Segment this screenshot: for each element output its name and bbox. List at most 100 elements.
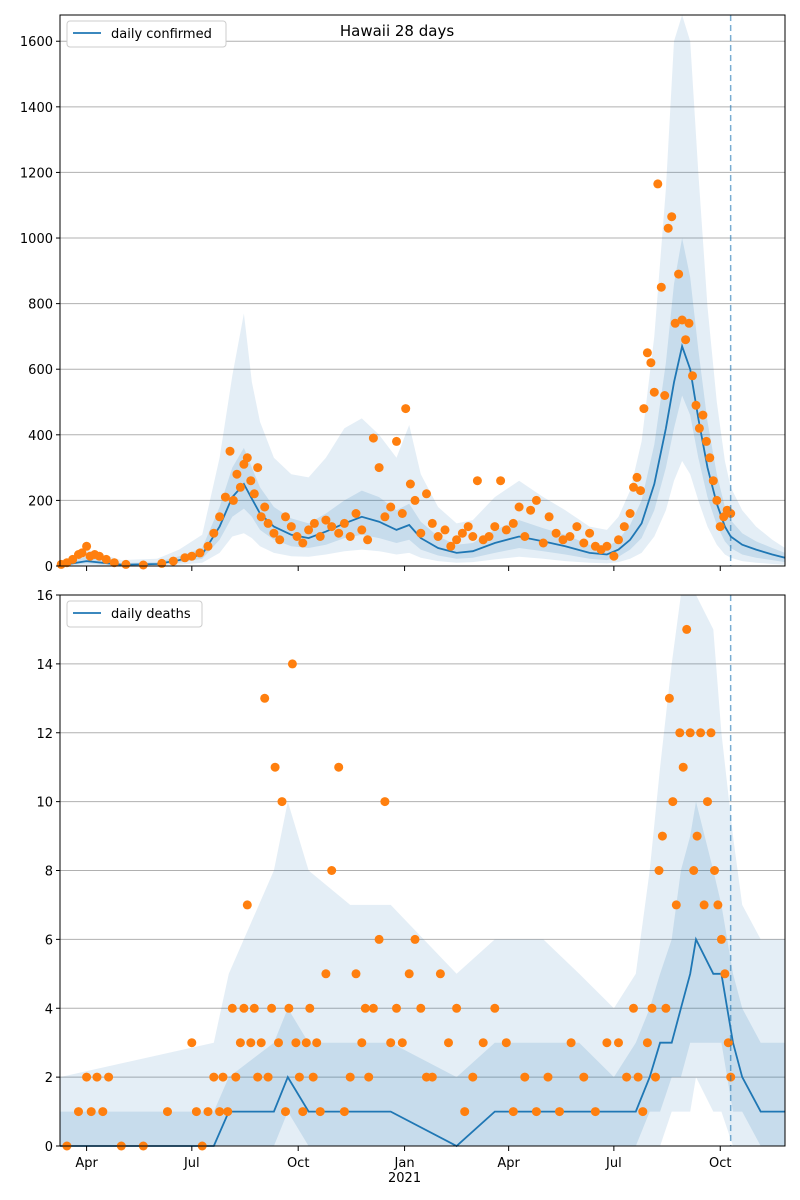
confirmed-observed-point bbox=[670, 318, 680, 328]
deaths-observed-point bbox=[452, 1003, 462, 1013]
confirmed-observed-point bbox=[246, 476, 256, 486]
deaths-observed-point bbox=[239, 1003, 249, 1013]
deaths-observed-point bbox=[720, 969, 730, 979]
confirmed-observed-point bbox=[138, 560, 148, 570]
deaths-observed-point bbox=[696, 728, 706, 738]
deaths-x-tick-label: Jan bbox=[394, 1156, 415, 1171]
deaths-x-tick-label: Jul bbox=[605, 1156, 622, 1171]
confirmed-observed-point bbox=[585, 528, 595, 538]
deaths-median-lines bbox=[60, 936, 785, 1148]
confirmed-observed-point bbox=[663, 223, 673, 233]
deaths-x-tick-label: Apr bbox=[497, 1156, 520, 1171]
deaths-observed-point bbox=[260, 693, 270, 703]
confirmed-observed-point bbox=[708, 476, 718, 486]
deaths-observed-point bbox=[661, 1003, 671, 1013]
deaths-observed-point bbox=[678, 762, 688, 772]
confirmed-legend-label: daily confirmed bbox=[111, 27, 212, 42]
deaths-panel: 0 2 4 6 8 10 12 14 16 Apr Jul Oct Jan Apr Jul Oct 2021 d… bbox=[36, 589, 786, 1186]
confirmed-y-tick-label: 0 bbox=[45, 560, 53, 575]
confirmed-observed-point bbox=[544, 512, 554, 522]
deaths-observed-point bbox=[281, 1107, 290, 1117]
deaths-observed-point bbox=[386, 1038, 396, 1048]
deaths-observed-point bbox=[501, 1038, 511, 1048]
confirmed-observed-point bbox=[694, 423, 704, 433]
confirmed-observed-point bbox=[410, 495, 420, 505]
confirmed-axis-ticks: 0 200 400 600 800 1000 1200 1400 1600 bbox=[20, 35, 721, 575]
deaths-y-tick-label: 16 bbox=[36, 589, 53, 604]
deaths-observed-point bbox=[218, 1072, 228, 1082]
confirmed-observed-point bbox=[698, 410, 708, 420]
confirmed-observed-point bbox=[220, 492, 230, 502]
deaths-observed-point bbox=[468, 1072, 478, 1082]
deaths-observed-point bbox=[334, 762, 344, 772]
deaths-observed-point bbox=[622, 1072, 632, 1082]
deaths-observed-point bbox=[301, 1038, 311, 1048]
confirmed-observed-point bbox=[452, 535, 462, 545]
confirmed-observed-point bbox=[496, 476, 506, 486]
deaths-y-tick-label: 8 bbox=[45, 865, 53, 880]
confirmed-observed-point bbox=[109, 558, 119, 568]
confirmed-y-tick-label: 400 bbox=[28, 429, 53, 444]
confirmed-observed-point bbox=[374, 463, 384, 473]
confirmed-observed-point bbox=[712, 495, 722, 505]
confirmed-observed-point bbox=[321, 515, 331, 525]
confirmed-observed-point bbox=[180, 553, 190, 563]
confirmed-observed-point bbox=[315, 532, 325, 541]
deaths-observed-point bbox=[723, 1038, 733, 1048]
confirmed-observed-point bbox=[427, 518, 437, 528]
confirmed-observed-point bbox=[256, 512, 266, 522]
deaths-observed-point bbox=[651, 1072, 660, 1082]
deaths-observed-point bbox=[654, 866, 664, 875]
confirmed-observed-point bbox=[572, 522, 582, 532]
deaths-observed-point bbox=[368, 1003, 378, 1013]
deaths-observed-point bbox=[614, 1038, 623, 1048]
deaths-observed-point bbox=[478, 1038, 488, 1048]
confirmed-observed-point bbox=[646, 358, 656, 368]
confirmed-observed-point bbox=[249, 489, 259, 499]
deaths-observed-point bbox=[664, 693, 674, 703]
deaths-observed-point bbox=[294, 1072, 304, 1082]
confirmed-uncertainty-band-90 bbox=[60, 15, 785, 566]
confirmed-observed-point bbox=[269, 528, 279, 538]
confirmed-observed-point bbox=[609, 551, 619, 561]
confirmed-observed-point bbox=[433, 532, 443, 541]
confirmed-observed-point bbox=[368, 433, 378, 443]
deaths-observed-point bbox=[689, 866, 699, 875]
deaths-observed-point bbox=[187, 1038, 197, 1048]
deaths-observed-point bbox=[638, 1107, 648, 1117]
deaths-x-tick-label: Jul bbox=[183, 1156, 200, 1171]
deaths-observed-point bbox=[277, 797, 287, 807]
deaths-observed-point bbox=[543, 1072, 553, 1082]
confirmed-observed-points bbox=[56, 179, 736, 570]
deaths-observed-point bbox=[86, 1107, 96, 1117]
deaths-observed-point bbox=[305, 1003, 315, 1013]
deaths-median-line bbox=[60, 936, 785, 1148]
confirmed-observed-point bbox=[619, 522, 629, 532]
deaths-observed-point bbox=[364, 1072, 374, 1082]
confirmed-observed-point bbox=[660, 391, 670, 400]
deaths-observed-point bbox=[392, 1003, 401, 1013]
confirmed-observed-point bbox=[157, 558, 167, 568]
deaths-observed-point bbox=[274, 1038, 283, 1048]
confirmed-y-tick-label: 600 bbox=[28, 363, 53, 378]
deaths-observed-point bbox=[298, 1107, 308, 1117]
deaths-axis-ticks: 0 2 4 6 8 10 12 14 16 Apr Jul Oct Jan Apr Jul Oct 2021 bbox=[36, 589, 731, 1186]
deaths-observed-point bbox=[82, 1072, 92, 1082]
confirmed-observed-point bbox=[490, 522, 500, 532]
deaths-observed-point bbox=[312, 1038, 322, 1048]
confirmed-observed-point bbox=[225, 446, 235, 456]
confirmed-observed-point bbox=[77, 548, 87, 558]
confirmed-observed-point bbox=[386, 502, 396, 512]
confirmed-observed-point bbox=[275, 535, 285, 545]
deaths-observed-point bbox=[339, 1107, 349, 1117]
confirmed-gridlines bbox=[60, 40, 785, 567]
confirmed-observed-point bbox=[677, 315, 687, 325]
deaths-observed-point bbox=[716, 934, 726, 944]
deaths-y-tick-label: 2 bbox=[45, 1071, 53, 1086]
confirmed-observed-point bbox=[656, 282, 666, 292]
chart-title: Hawaii 28 days bbox=[340, 22, 454, 40]
deaths-observed-point bbox=[327, 866, 337, 875]
deaths-observed-point bbox=[410, 934, 420, 944]
deaths-observed-point bbox=[270, 762, 280, 772]
confirmed-observed-point bbox=[526, 505, 536, 515]
